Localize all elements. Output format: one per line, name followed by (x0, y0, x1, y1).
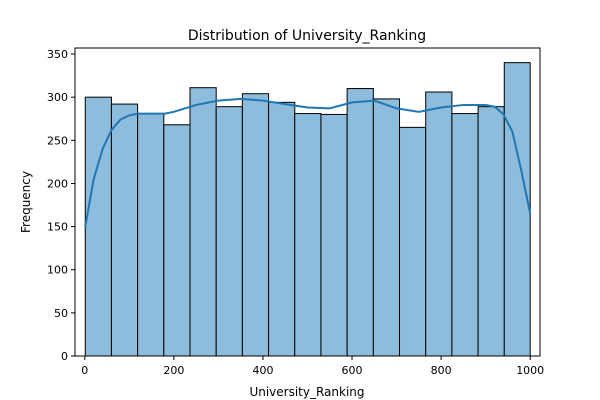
y-tick-label: 350 (47, 48, 68, 61)
histogram-bar (268, 101, 296, 357)
x-axis-ticks: 0 200 400 600 800 1000 (81, 356, 544, 377)
histogram-bar (110, 103, 139, 357)
plot-frame (74, 47, 541, 357)
x-tick-label: 0 (81, 364, 88, 377)
histogram-bar (215, 106, 243, 357)
kde-curve (84, 97, 532, 227)
x-tick-label: 200 (163, 364, 184, 377)
histogram-bar (241, 93, 270, 357)
histogram-bar (477, 106, 505, 357)
histogram-bar (503, 62, 531, 357)
histogram-bar (189, 87, 217, 357)
y-tick-label: 100 (47, 264, 68, 277)
histogram-bars (84, 62, 531, 357)
y-tick-label: 250 (47, 134, 68, 147)
x-axis-label: University_Ranking (249, 385, 364, 399)
y-tick-label: 50 (54, 307, 68, 320)
y-tick-label: 0 (61, 350, 68, 363)
histogram-bar (346, 88, 374, 357)
histogram-bar (399, 126, 427, 357)
histogram-bar (163, 124, 191, 357)
y-axis-ticks: 0 50 100 150 200 250 300 350 (47, 48, 75, 363)
x-tick-label: 800 (431, 364, 452, 377)
histogram-bar (294, 113, 322, 357)
histogram-bar (372, 98, 401, 357)
y-tick-label: 200 (47, 177, 68, 190)
y-tick-label: 150 (47, 221, 68, 234)
x-tick-label: 400 (252, 364, 273, 377)
histogram-bar (451, 113, 479, 357)
histogram-bar (84, 96, 112, 357)
histogram-bar (137, 113, 165, 357)
histogram-bar (425, 91, 453, 357)
histogram-bar (320, 113, 348, 357)
x-tick-label: 600 (342, 364, 363, 377)
chart-title: Distribution of University_Ranking (188, 28, 426, 44)
y-tick-label: 300 (47, 91, 68, 104)
x-tick-label: 1000 (516, 364, 544, 377)
y-axis-label: Frequency (19, 171, 33, 233)
